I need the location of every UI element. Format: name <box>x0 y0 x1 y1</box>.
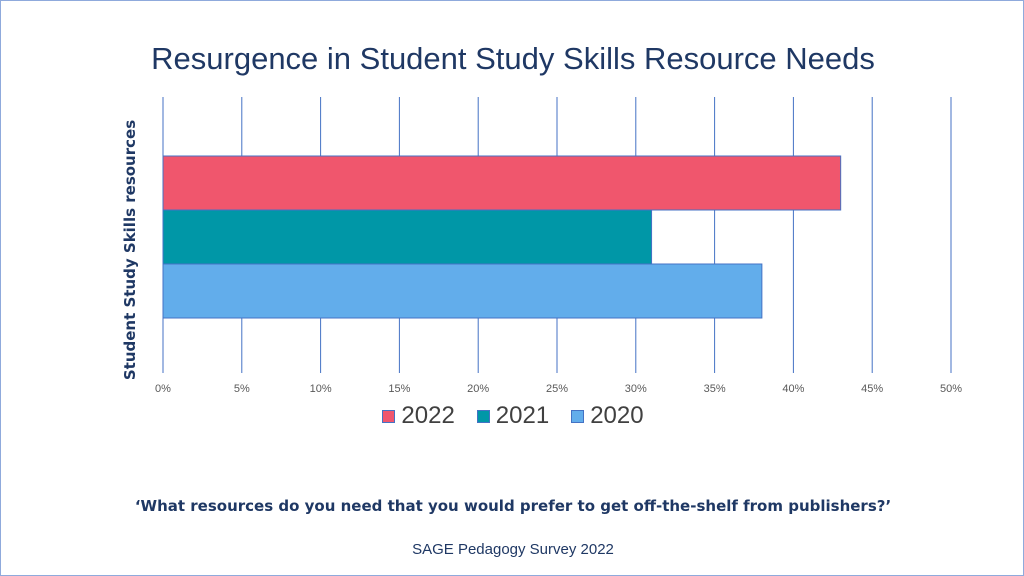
x-tick-label: 50% <box>940 383 962 395</box>
source-caption: SAGE Pedagogy Survey 2022 <box>412 541 614 558</box>
x-tick-label: 40% <box>782 383 804 395</box>
bar-2021 <box>162 209 653 265</box>
bar-chart: 0% 5% 10% 15% 20% 25% 30% 35% 40% 45% 50% <box>155 97 962 395</box>
x-tick-label: 0% <box>155 383 171 395</box>
legend-item-2022: 2022 <box>382 402 455 430</box>
survey-question: ‘What resources do you need that you wou… <box>134 497 892 515</box>
legend-item-2020: 2020 <box>571 402 644 430</box>
x-tick-label: 20% <box>467 383 489 395</box>
x-tick-label: 5% <box>234 383 250 395</box>
x-tick-label: 30% <box>625 383 647 395</box>
bar-2022 <box>162 155 842 211</box>
legend-label: 2021 <box>495 402 550 429</box>
legend-swatch <box>476 409 490 423</box>
legend-swatch <box>571 409 585 423</box>
legend-swatch <box>382 409 396 423</box>
chart-legend: 2022 2021 2020 <box>1 402 1024 430</box>
legend-label: 2022 <box>401 402 455 429</box>
x-tick-label: 25% <box>546 383 568 395</box>
x-tick-label: 15% <box>388 383 410 395</box>
x-tick-label: 45% <box>861 383 883 395</box>
x-tick-label: 10% <box>310 383 332 395</box>
x-tick-label: 35% <box>704 383 726 395</box>
legend-item-2021: 2021 <box>476 402 550 430</box>
legend-label: 2020 <box>590 402 644 429</box>
bar-2020 <box>162 263 763 319</box>
chart-title: Resurgence in Student Study Skills Resou… <box>151 41 875 76</box>
